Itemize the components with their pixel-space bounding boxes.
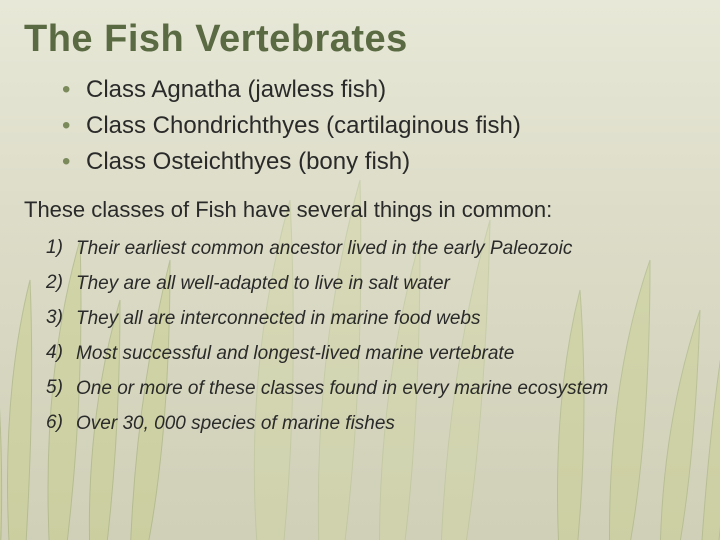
numbered-text: Over 30, 000 species of marine fishes: [76, 412, 395, 436]
bullet-text: Class Agnatha (jawless fish): [86, 75, 386, 105]
numbered-marker: 5): [46, 377, 76, 399]
bullet-text: Class Osteichthyes (bony fish): [86, 147, 410, 177]
numbered-item: 6) Over 30, 000 species of marine fishes: [46, 412, 696, 436]
numbered-item: 3) They all are interconnected in marine…: [46, 307, 696, 331]
numbered-item: 5) One or more of these classes found in…: [46, 377, 696, 401]
numbered-text: Most successful and longest-lived marine…: [76, 342, 514, 366]
numbered-marker: 2): [46, 272, 76, 294]
bullet-dot-icon: •: [62, 147, 86, 177]
bullet-item: • Class Chondrichthyes (cartilaginous fi…: [62, 111, 696, 141]
bullet-dot-icon: •: [62, 75, 86, 105]
bullet-list: • Class Agnatha (jawless fish) • Class C…: [62, 75, 696, 177]
bullet-text: Class Chondrichthyes (cartilaginous fish…: [86, 111, 521, 141]
numbered-list: 1) Their earliest common ancestor lived …: [46, 237, 696, 436]
numbered-text: One or more of these classes found in ev…: [76, 377, 608, 401]
numbered-marker: 1): [46, 237, 76, 259]
numbered-text: They all are interconnected in marine fo…: [76, 307, 481, 331]
bullet-item: • Class Osteichthyes (bony fish): [62, 147, 696, 177]
intro-text: These classes of Fish have several thing…: [24, 197, 696, 223]
slide-container: The Fish Vertebrates • Class Agnatha (ja…: [0, 0, 720, 540]
numbered-marker: 6): [46, 412, 76, 434]
numbered-item: 1) Their earliest common ancestor lived …: [46, 237, 696, 261]
numbered-text: They are all well-adapted to live in sal…: [76, 272, 450, 296]
numbered-marker: 3): [46, 307, 76, 329]
numbered-item: 2) They are all well-adapted to live in …: [46, 272, 696, 296]
numbered-text: Their earliest common ancestor lived in …: [76, 237, 572, 261]
bullet-dot-icon: •: [62, 111, 86, 141]
slide-title: The Fish Vertebrates: [24, 18, 696, 61]
bullet-item: • Class Agnatha (jawless fish): [62, 75, 696, 105]
numbered-item: 4) Most successful and longest-lived mar…: [46, 342, 696, 366]
numbered-marker: 4): [46, 342, 76, 364]
